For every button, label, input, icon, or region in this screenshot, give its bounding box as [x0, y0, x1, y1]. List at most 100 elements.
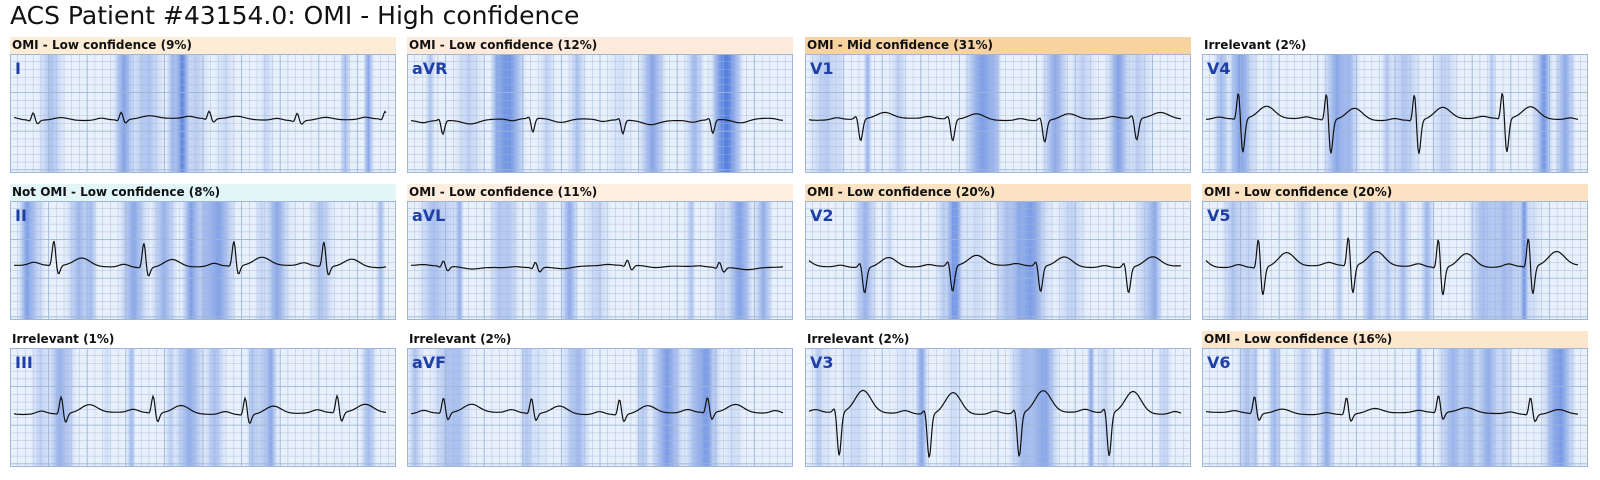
heat-band: [213, 54, 237, 173]
panel-header: OMI - Low confidence (16%): [1202, 331, 1588, 348]
panel-header: Irrelevant (2%): [407, 331, 793, 348]
panel-header: OMI - Low confidence (20%): [1202, 184, 1588, 201]
heat-band: [1395, 201, 1411, 320]
ecg-trace: [411, 259, 784, 273]
heat-band: [134, 54, 166, 173]
heat-band: [1387, 54, 1423, 173]
heat-band: [753, 201, 774, 320]
lead-label: V4: [1207, 59, 1231, 78]
heat-band: [181, 201, 201, 320]
ecg-trace: [410, 397, 784, 423]
heat-band: [538, 54, 557, 173]
strip-border: [407, 201, 793, 320]
heat-band: [1156, 348, 1172, 467]
lead-label: aVF: [412, 353, 447, 372]
ecg-strip: [407, 348, 793, 467]
lead-label: II: [15, 206, 27, 225]
ecg-strip: [10, 348, 396, 467]
lead-panel: Irrelevant (2%) aVF: [407, 331, 793, 467]
heat-band: [165, 54, 203, 173]
heat-band: [102, 348, 112, 467]
heat-band: [605, 54, 634, 173]
heat-band: [1419, 201, 1435, 320]
ecg-trace: [13, 393, 387, 425]
heat-band: [360, 348, 378, 467]
heat-band: [22, 201, 47, 320]
heat-band: [534, 201, 551, 320]
ecg-strip: [1202, 201, 1588, 320]
heat-band: [259, 54, 275, 173]
heat-band: [1487, 54, 1496, 173]
heat-band: [340, 54, 351, 173]
heat-band: [567, 348, 591, 467]
strip-border: [1202, 201, 1588, 320]
heat-band: [518, 348, 534, 467]
ecg-trace: [1205, 93, 1579, 154]
lead-panel: OMI - Low confidence (12%) aVR: [407, 37, 793, 173]
heat-band: [1429, 54, 1460, 173]
panel-header: OMI - Mid confidence (31%): [805, 37, 1191, 54]
heat-band: [863, 54, 872, 173]
heat-band: [1361, 201, 1379, 320]
heat-band: [1267, 348, 1282, 467]
heat-band: [884, 201, 895, 320]
strip-border: [10, 54, 396, 173]
heat-band: [1381, 54, 1393, 173]
lead-label: V2: [810, 206, 834, 225]
heat-band: [1293, 348, 1314, 467]
lead-panel: OMI - Low confidence (9%) I: [10, 37, 396, 173]
heat-band: [560, 201, 579, 320]
ecg-trace: [411, 116, 784, 136]
heat-band: [1263, 54, 1276, 173]
heat-band: [1554, 54, 1577, 173]
heat-band: [891, 348, 916, 467]
strip-border: [805, 201, 1191, 320]
page-title: ACS Patient #43154.0: OMI - High confide…: [10, 1, 580, 30]
ecg-trace: [808, 389, 1182, 458]
ecg-strip: [805, 348, 1191, 467]
heat-band: [722, 348, 745, 467]
ecg-strip: [805, 54, 1191, 173]
heat-band: [838, 348, 872, 467]
lead-panel: Irrelevant (1%) III: [10, 331, 396, 467]
heat-band: [1460, 348, 1480, 467]
heat-band: [685, 348, 723, 467]
heat-band: [649, 348, 685, 467]
panel-header: Irrelevant (2%): [1202, 37, 1588, 54]
heat-band: [852, 201, 879, 320]
heat-band: [490, 54, 503, 173]
heat-band: [568, 54, 587, 173]
ecg-strip: [1202, 54, 1588, 173]
ecg-trace: [808, 254, 1181, 294]
lead-panel: OMI - Low confidence (16%) V6: [1202, 331, 1588, 467]
strip-border: [407, 348, 793, 467]
heat-band: [363, 54, 374, 173]
lead-panel: OMI - Mid confidence (31%) V1: [805, 37, 1191, 173]
heat-band: [453, 54, 485, 173]
ecg-trace: [13, 110, 387, 125]
heat-band: [1105, 54, 1130, 173]
heat-band: [503, 54, 525, 173]
heat-band: [960, 201, 995, 320]
lead-panel: OMI - Low confidence (20%) V5: [1202, 184, 1588, 320]
lead-label: I: [15, 59, 21, 78]
ecg-trace: [1205, 237, 1579, 296]
ecg-strip: [407, 54, 793, 173]
heat-band: [203, 348, 227, 467]
lead-panel: Irrelevant (2%) V4: [1202, 37, 1588, 173]
heat-band: [1040, 54, 1070, 173]
heat-band: [914, 348, 929, 467]
lead-label: V3: [810, 353, 834, 372]
panel-header: OMI - Low confidence (9%): [10, 37, 396, 54]
ecg-trace: [14, 240, 387, 277]
heat-band: [488, 201, 509, 320]
lead-label: aVR: [412, 59, 448, 78]
ecg-strip: [10, 201, 396, 320]
lead-label: V5: [1207, 206, 1231, 225]
strip-border: [10, 348, 396, 467]
heat-band: [246, 348, 281, 467]
heat-band: [175, 348, 206, 467]
heat-band: [1520, 201, 1529, 320]
strip-border: [805, 54, 1191, 173]
heat-band: [582, 201, 613, 320]
